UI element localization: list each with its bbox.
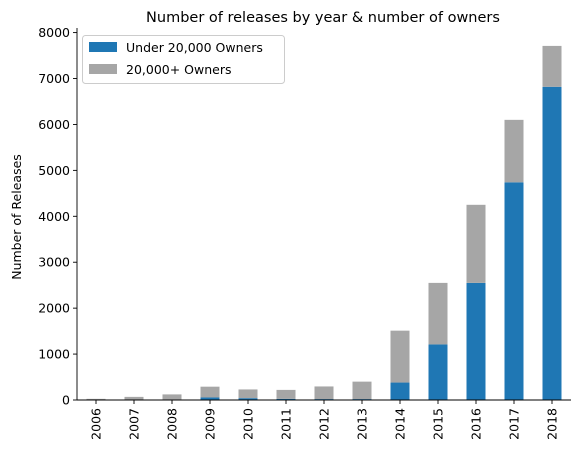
x-tick-label: 2008 (165, 408, 180, 440)
legend-swatch-1 (89, 42, 117, 52)
bar-2018-series-2 (542, 45, 562, 87)
bar-2010-series-2 (238, 389, 258, 399)
x-tick-label: 2006 (89, 408, 104, 440)
x-tick-label: 2009 (203, 408, 218, 440)
y-tick-label: 0 (62, 393, 70, 408)
y-tick-label: 4000 (38, 209, 70, 224)
x-tick-label: 2010 (241, 408, 256, 440)
legend-box (82, 35, 285, 84)
bar-2013-series-1 (352, 399, 372, 400)
legend-label-1: Under 20,000 Owners (126, 40, 263, 55)
bar-2015-series-1 (428, 344, 448, 400)
legend-swatch-2 (89, 64, 117, 74)
x-tick-label: 2011 (279, 408, 294, 440)
legend: Under 20,000 Owners 20,000+ Owners (82, 35, 285, 84)
bar-2018-series-1 (542, 86, 562, 400)
x-tick-label: 2016 (469, 408, 484, 440)
y-tick-label: 2000 (38, 301, 70, 316)
y-tick-label: 1000 (38, 347, 70, 362)
y-tick-label: 6000 (38, 117, 70, 132)
bar-2015-series-2 (428, 282, 448, 345)
y-tick-label: 5000 (38, 163, 70, 178)
bar-2009-series-1 (200, 397, 220, 400)
x-tick-label: 2012 (317, 408, 332, 440)
bar-2017-series-1 (504, 182, 524, 400)
bar-2009-series-2 (200, 386, 220, 398)
bars (86, 45, 562, 400)
bar-2017-series-2 (504, 119, 524, 183)
bar-2008-series-2 (162, 394, 182, 400)
bar-2007-series-2 (124, 396, 144, 400)
bar-2011-series-1 (276, 398, 296, 400)
bar-2016-series-2 (466, 204, 486, 283)
bar-2016-series-1 (466, 282, 486, 400)
axes: 0 1000 2000 3000 4000 5000 6000 7000 8000 2006 200… (38, 25, 571, 440)
bar-2011-series-2 (276, 389, 296, 399)
x-tick-label: 2013 (355, 408, 370, 440)
y-tick-label: 7000 (38, 71, 70, 86)
bar-2014-series-2 (390, 330, 410, 383)
bar-2010-series-1 (238, 398, 258, 400)
chart-title: Number of releases by year & number of o… (146, 10, 500, 26)
bar-2012-series-1 (314, 399, 334, 400)
bar-2012-series-2 (314, 386, 334, 400)
y-axis-label: Number of Releases (9, 154, 24, 280)
x-tick-label: 2007 (127, 408, 142, 440)
x-tick-label: 2017 (507, 408, 522, 440)
bar-2014-series-1 (390, 382, 410, 400)
y-tick-label: 3000 (38, 255, 70, 270)
x-tick-label: 2014 (393, 408, 408, 440)
x-tick-label: 2015 (431, 408, 446, 440)
legend-label-2: 20,000+ Owners (126, 62, 232, 77)
x-tick-label: 2018 (545, 408, 560, 440)
y-tick-label: 8000 (38, 25, 70, 40)
bar-2013-series-2 (352, 381, 372, 400)
bar-2006-series-2 (86, 398, 106, 400)
